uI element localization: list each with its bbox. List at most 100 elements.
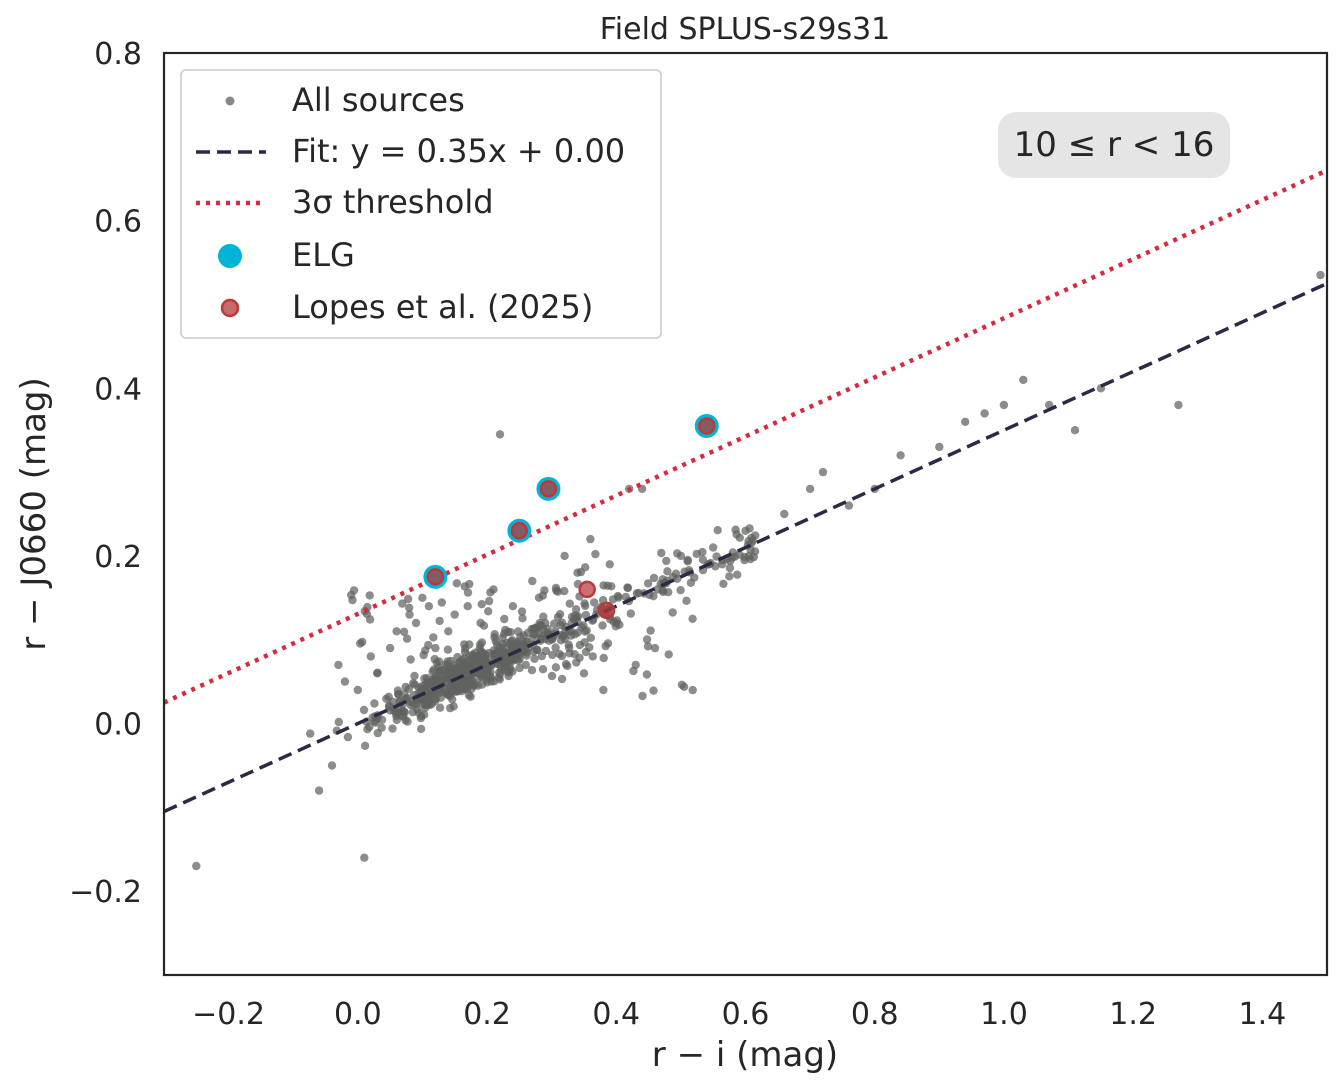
source-point — [394, 689, 403, 699]
source-point — [570, 630, 580, 639]
source-point — [404, 684, 413, 693]
source-point — [571, 605, 581, 614]
source-point — [668, 572, 678, 582]
source-point — [501, 625, 510, 635]
lopes-point — [578, 580, 596, 599]
source-point — [406, 655, 415, 664]
source-point — [513, 627, 523, 636]
legend-fit-label: Fit: y = 0.35x + 0.00 — [292, 132, 625, 170]
source-point — [360, 741, 370, 750]
source-point — [631, 660, 640, 670]
source-point — [458, 682, 468, 691]
y-tick-label: 0.4 — [94, 372, 142, 407]
source-point — [612, 618, 621, 628]
source-point — [560, 586, 569, 596]
legend-elg-marker — [218, 244, 242, 268]
source-point — [589, 598, 599, 607]
source-point — [446, 703, 455, 713]
source-point — [748, 536, 757, 545]
source-point — [780, 509, 789, 519]
source-point — [560, 551, 569, 561]
source-point — [314, 786, 324, 795]
source-point — [443, 645, 453, 654]
source-point — [435, 666, 444, 675]
x-tick-label: 1.2 — [1109, 997, 1157, 1032]
source-point — [537, 651, 547, 661]
source-point — [419, 650, 428, 660]
source-point — [586, 534, 595, 544]
plot-frame — [162, 51, 1329, 977]
source-point — [676, 586, 685, 595]
y-tick-label: 0.6 — [94, 205, 142, 240]
source-point — [557, 674, 567, 684]
source-point — [399, 627, 409, 636]
source-point — [565, 643, 574, 652]
source-point — [551, 643, 560, 652]
x-tick-label: −0.2 — [192, 997, 265, 1032]
source-point — [477, 648, 487, 657]
source-point — [423, 682, 432, 691]
source-point — [411, 618, 421, 628]
source-point — [643, 642, 653, 651]
x-tick-label: 0.0 — [334, 997, 382, 1032]
lopes-point — [597, 601, 616, 620]
source-point — [577, 623, 586, 632]
chart-title: Field SPLUS-s29s31 — [600, 12, 891, 47]
source-point — [999, 400, 1009, 410]
source-point — [518, 614, 527, 623]
source-point — [626, 609, 635, 618]
legend-lopes-marker — [220, 298, 240, 318]
threshold-line — [164, 168, 1327, 705]
source-point — [588, 652, 597, 661]
source-point — [657, 548, 666, 558]
source-point — [466, 692, 475, 701]
source-point — [649, 573, 659, 583]
source-point — [663, 567, 672, 576]
x-tick-label: 0.4 — [592, 997, 640, 1032]
source-point — [570, 650, 579, 659]
magnitude-range-badge: 10 ≤ r < 16 — [998, 112, 1230, 178]
source-point — [980, 409, 989, 418]
x-tick-label: 0.6 — [722, 997, 770, 1032]
source-point — [740, 555, 749, 565]
source-point — [443, 657, 452, 666]
lopes-point — [426, 568, 445, 586]
source-point — [463, 602, 472, 611]
lopes-points — [426, 417, 716, 620]
source-point — [515, 663, 524, 673]
x-tick-label: 1.4 — [1239, 997, 1287, 1032]
source-point — [528, 634, 537, 643]
source-point — [353, 685, 362, 695]
source-point — [552, 586, 561, 595]
source-point — [579, 669, 589, 678]
source-point — [556, 636, 566, 645]
source-point — [500, 614, 509, 624]
source-point — [649, 686, 658, 695]
source-point — [429, 678, 439, 687]
source-point — [356, 639, 365, 648]
source-point — [504, 668, 513, 677]
legend-box — [180, 69, 662, 339]
plot-area — [164, 168, 1327, 871]
source-point — [484, 648, 493, 658]
source-point — [733, 570, 742, 579]
source-point — [623, 583, 632, 592]
source-point — [642, 670, 652, 679]
source-point — [1070, 426, 1080, 435]
source-point — [489, 585, 498, 594]
source-point — [465, 651, 474, 660]
source-point — [522, 648, 531, 657]
legend-lopes-label: Lopes et al. (2025) — [292, 288, 593, 326]
source-point — [477, 638, 487, 647]
source-point — [452, 579, 461, 588]
source-point — [410, 671, 419, 681]
source-point — [698, 555, 708, 564]
source-point — [476, 618, 485, 628]
source-point — [573, 568, 582, 577]
source-point — [460, 582, 469, 591]
source-point — [638, 691, 647, 701]
source-point — [363, 725, 372, 734]
all-sources-points — [192, 270, 1325, 871]
source-point — [749, 552, 758, 562]
